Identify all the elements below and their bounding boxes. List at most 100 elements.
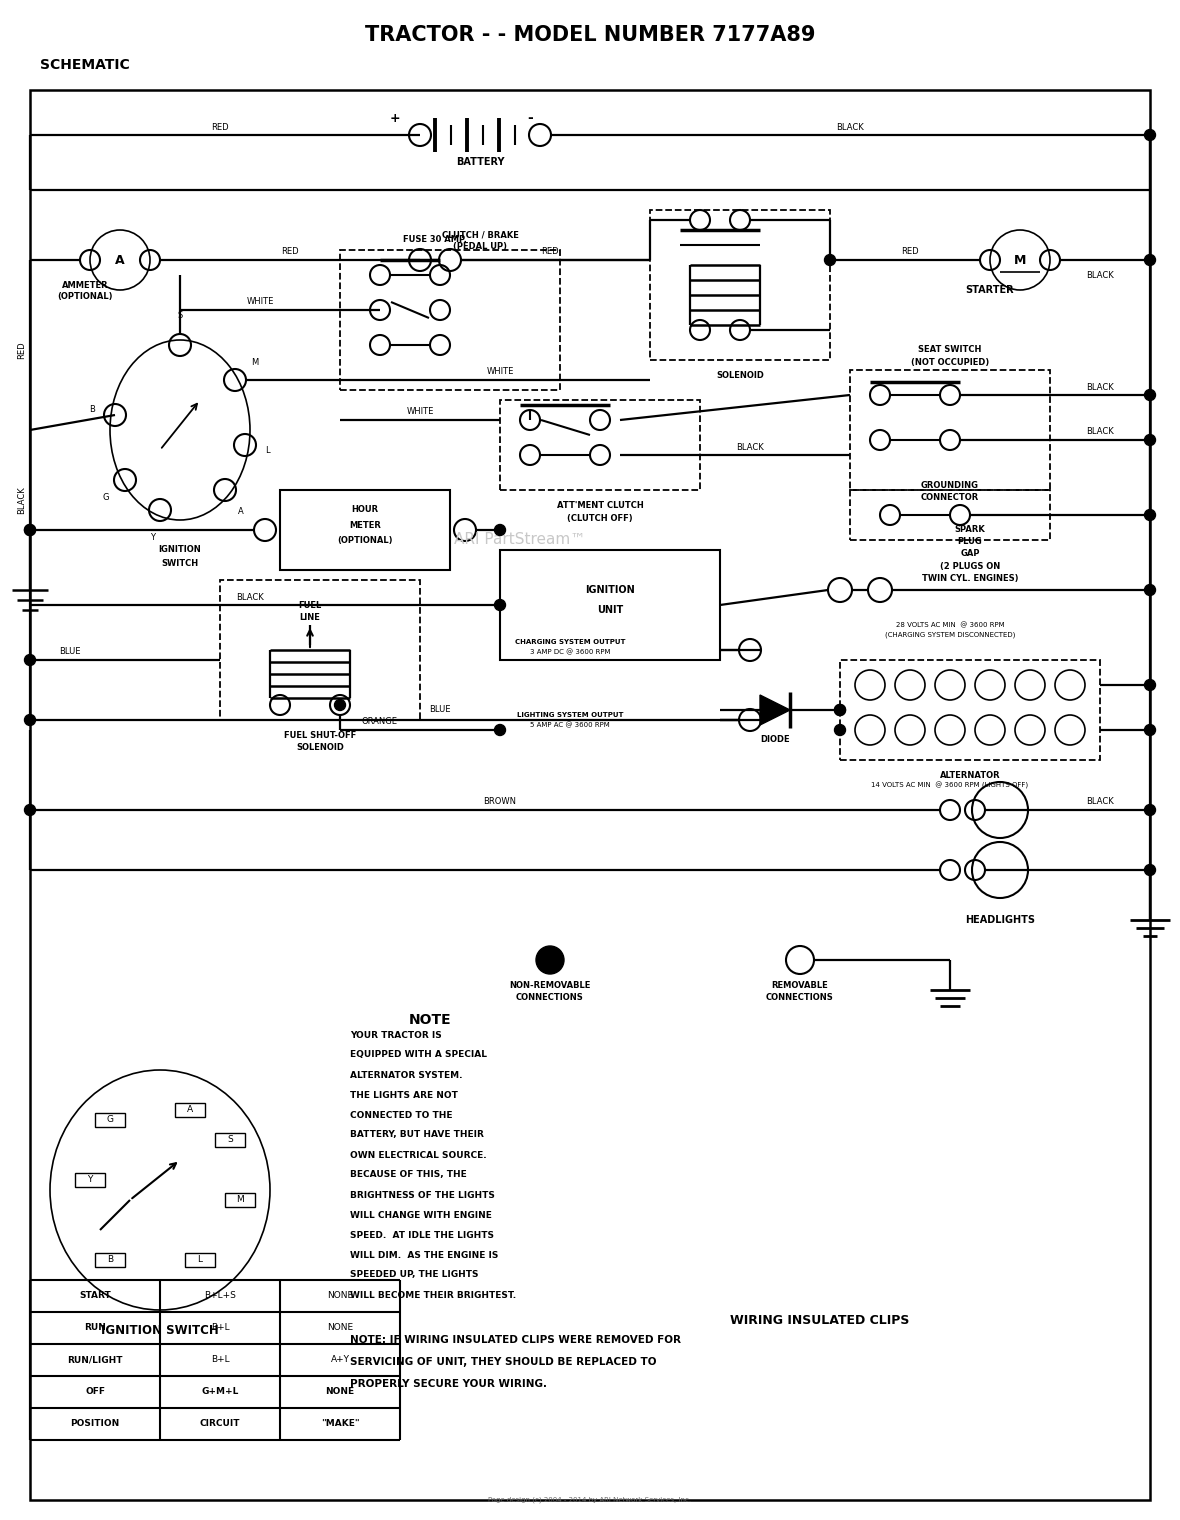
Text: Y: Y (87, 1175, 93, 1184)
Bar (840, 660, 1100, 760)
Text: L: L (197, 1256, 203, 1265)
Polygon shape (760, 695, 789, 725)
Text: BRIGHTNESS OF THE LIGHTS: BRIGHTNESS OF THE LIGHTS (350, 1190, 494, 1199)
Text: HOUR: HOUR (352, 506, 379, 514)
Circle shape (1145, 585, 1155, 596)
Text: BLACK: BLACK (1086, 798, 1114, 807)
Bar (96, 1252, 125, 1268)
Text: REMOVABLE: REMOVABLE (772, 980, 828, 990)
Text: DIODE: DIODE (760, 736, 789, 745)
Bar (96, 1113, 125, 1126)
Text: ALTERNATOR: ALTERNATOR (939, 771, 1001, 780)
Text: (CHARGING SYSTEM DISCONNECTED): (CHARGING SYSTEM DISCONNECTED) (885, 632, 1015, 638)
Text: BLACK: BLACK (837, 123, 864, 132)
Text: ARI PartStream™: ARI PartStream™ (454, 532, 585, 547)
Text: PLUG: PLUG (958, 538, 983, 547)
Text: RUN: RUN (84, 1324, 106, 1333)
Text: Y: Y (151, 534, 156, 543)
Text: IGNITION: IGNITION (158, 546, 202, 555)
Text: RED: RED (542, 248, 559, 257)
Text: LIGHTING SYSTEM OUTPUT: LIGHTING SYSTEM OUTPUT (517, 711, 623, 717)
Text: METER: METER (349, 520, 381, 529)
Circle shape (1145, 435, 1155, 445)
Text: TWIN CYL. ENGINES): TWIN CYL. ENGINES) (922, 573, 1018, 582)
Circle shape (334, 699, 346, 710)
Circle shape (494, 725, 505, 736)
Circle shape (25, 714, 35, 725)
Text: -: - (527, 111, 533, 125)
Text: M: M (1014, 254, 1027, 266)
Circle shape (25, 524, 35, 535)
Text: Page design (c) 2004 - 2014 by ARI Network Services, Inc.: Page design (c) 2004 - 2014 by ARI Netwo… (489, 1497, 691, 1503)
Bar (850, 489, 1050, 540)
Text: A: A (186, 1105, 194, 1114)
Text: BATTERY: BATTERY (455, 157, 504, 167)
Text: BROWN: BROWN (484, 798, 517, 807)
Text: B: B (90, 406, 96, 415)
Text: IGNITION: IGNITION (585, 585, 635, 594)
Text: EQUIPPED WITH A SPECIAL: EQUIPPED WITH A SPECIAL (350, 1050, 487, 1059)
Text: ORANGE: ORANGE (362, 717, 398, 727)
Text: S: S (177, 310, 183, 319)
Text: SPEED.  AT IDLE THE LIGHTS: SPEED. AT IDLE THE LIGHTS (350, 1231, 494, 1239)
Text: OFF: OFF (85, 1388, 105, 1397)
Text: NONE: NONE (327, 1324, 353, 1333)
Text: (OPTIONAL): (OPTIONAL) (337, 535, 393, 544)
Bar (500, 550, 720, 660)
Text: CHARGING SYSTEM OUTPUT: CHARGING SYSTEM OUTPUT (514, 638, 625, 644)
Bar (850, 369, 1050, 489)
Text: CONNECTOR: CONNECTOR (920, 494, 979, 503)
Circle shape (1145, 725, 1155, 736)
Text: BATTERY, BUT HAVE THEIR: BATTERY, BUT HAVE THEIR (350, 1131, 484, 1140)
Text: THE LIGHTS ARE NOT: THE LIGHTS ARE NOT (350, 1090, 458, 1099)
Text: B+L: B+L (211, 1356, 229, 1365)
Bar (280, 489, 450, 570)
Text: 3 AMP DC @ 3600 RPM: 3 AMP DC @ 3600 RPM (530, 649, 610, 655)
Text: 5 AMP AC @ 3600 RPM: 5 AMP AC @ 3600 RPM (530, 722, 610, 728)
Bar (340, 249, 560, 391)
Text: WIRING INSULATED CLIPS: WIRING INSULATED CLIPS (730, 1313, 910, 1327)
Bar (76, 1173, 105, 1187)
Text: NONE: NONE (327, 1292, 353, 1301)
Circle shape (1145, 509, 1155, 520)
Text: CONNECTED TO THE: CONNECTED TO THE (350, 1111, 452, 1120)
Text: AMMETER: AMMETER (61, 281, 109, 289)
Circle shape (1145, 389, 1155, 400)
Text: (NOT OCCUPIED): (NOT OCCUPIED) (911, 359, 989, 368)
Text: (OPTIONAL): (OPTIONAL) (58, 292, 113, 301)
Bar (185, 1252, 215, 1268)
Text: WILL CHANGE WITH ENGINE: WILL CHANGE WITH ENGINE (350, 1210, 492, 1219)
Text: CLUTCH / BRAKE: CLUTCH / BRAKE (441, 231, 518, 240)
Circle shape (536, 945, 564, 974)
Circle shape (834, 704, 846, 716)
Text: BLUE: BLUE (59, 648, 80, 657)
Circle shape (1145, 679, 1155, 690)
Text: BLACK: BLACK (18, 486, 26, 514)
Text: WHITE: WHITE (247, 298, 274, 307)
Text: RED: RED (281, 248, 299, 257)
Circle shape (25, 804, 35, 816)
Text: BECAUSE OF THIS, THE: BECAUSE OF THIS, THE (350, 1170, 467, 1180)
Bar (215, 1132, 245, 1148)
Circle shape (25, 524, 35, 535)
Text: NOTE: NOTE (408, 1012, 451, 1028)
Text: G: G (106, 1116, 113, 1125)
Text: WILL BECOME THEIR BRIGHTEST.: WILL BECOME THEIR BRIGHTEST. (350, 1290, 516, 1300)
Text: SPEEDED UP, THE LIGHTS: SPEEDED UP, THE LIGHTS (350, 1271, 479, 1280)
Text: OWN ELECTRICAL SOURCE.: OWN ELECTRICAL SOURCE. (350, 1151, 486, 1160)
Text: SCHEMATIC: SCHEMATIC (40, 58, 130, 71)
Text: (2 PLUGS ON: (2 PLUGS ON (940, 561, 1001, 570)
Text: BLACK: BLACK (1086, 383, 1114, 392)
Text: G: G (103, 492, 109, 502)
Bar (500, 400, 700, 489)
Text: RED: RED (902, 248, 919, 257)
Text: STARTER: STARTER (965, 286, 1015, 295)
Text: NONE: NONE (326, 1388, 354, 1397)
Text: BLACK: BLACK (1086, 427, 1114, 436)
Text: PROPERLY SECURE YOUR WIRING.: PROPERLY SECURE YOUR WIRING. (350, 1379, 548, 1389)
Text: CIRCUIT: CIRCUIT (199, 1420, 241, 1429)
Text: RED: RED (18, 340, 26, 359)
Text: RED: RED (211, 123, 229, 132)
Text: (CLUTCH OFF): (CLUTCH OFF) (568, 514, 632, 523)
Text: 28 VOLTS AC MIN  @ 3600 RPM: 28 VOLTS AC MIN @ 3600 RPM (896, 622, 1004, 628)
